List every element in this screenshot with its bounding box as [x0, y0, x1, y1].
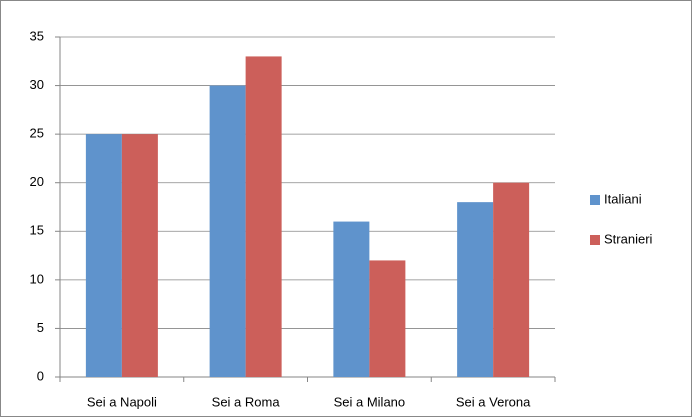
- y-tick-label: 0: [37, 368, 44, 383]
- y-tick-label: 5: [37, 320, 44, 335]
- legend-swatch: [590, 235, 600, 245]
- bar: [209, 85, 246, 378]
- legend-label: Stranieri: [604, 231, 653, 246]
- legend-swatch: [590, 195, 600, 205]
- x-tick-label: Sei a Napoli: [87, 394, 157, 409]
- bar: [85, 134, 122, 377]
- y-tick-label: 20: [30, 174, 44, 189]
- bar: [457, 202, 494, 377]
- bar: [121, 134, 158, 377]
- legend-label: Italiani: [604, 191, 642, 206]
- bar: [333, 221, 370, 377]
- y-tick-label: 30: [30, 77, 44, 92]
- y-tick-label: 35: [30, 28, 44, 43]
- x-tick-label: Sei a Verona: [456, 394, 531, 409]
- bar: [369, 260, 406, 377]
- y-tick-label: 25: [30, 126, 44, 141]
- y-tick-label: 10: [30, 271, 44, 286]
- x-tick-label: Sei a Roma: [212, 394, 281, 409]
- y-tick-label: 15: [30, 223, 44, 238]
- x-tick-label: Sei a Milano: [334, 394, 406, 409]
- bar: [493, 182, 530, 377]
- bar: [245, 56, 282, 378]
